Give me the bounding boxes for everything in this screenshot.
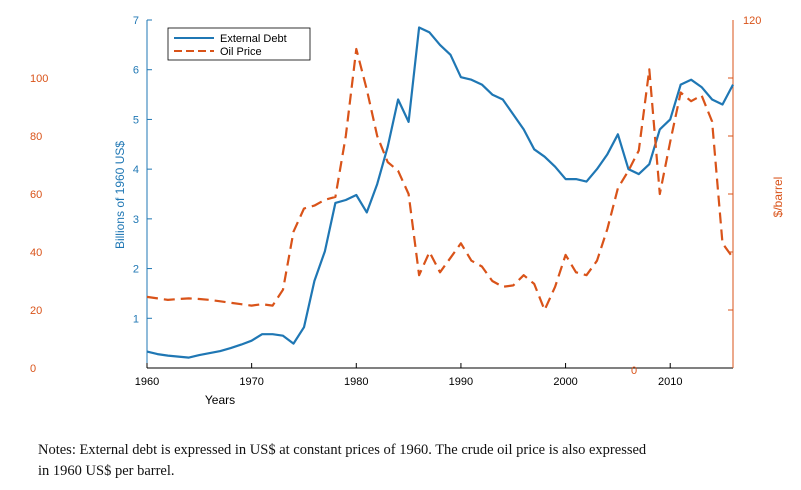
plot-frame <box>146 20 734 369</box>
legend-label: External Debt <box>220 33 287 45</box>
y-right-axis-title: $/barrel <box>771 177 785 218</box>
legend-box <box>167 27 311 61</box>
y-left-tick-label: 5 <box>133 114 139 126</box>
y-left-tick-label: 4 <box>133 164 139 176</box>
y-left-tick-label: 6 <box>133 65 139 77</box>
y-oil-outer-tick-label: 60 <box>30 189 42 201</box>
legend-label: Oil Price <box>220 46 262 58</box>
y-left-tick-label: 2 <box>133 264 139 276</box>
y-right-tick-label: 120 <box>743 15 761 27</box>
x-axis-title: Years <box>205 393 235 407</box>
y-left-tick-label: 1 <box>133 313 139 325</box>
x-tick-label: 2000 <box>553 376 577 388</box>
y-right-tick-label: 0 <box>631 365 637 377</box>
x-tick-label: 2010 <box>658 376 682 388</box>
series-line-external-debt <box>146 26 734 359</box>
notes: Notes: External debt is expressed in US$… <box>38 440 798 482</box>
series-line-oil-price <box>146 47 734 312</box>
axis-layer: 1960 1970 1980 1990 2000 2010 1 2 3 4 5 6 7 0 120 0 20 40… <box>30 15 761 388</box>
chart: 1960 1970 1980 1990 2000 2010 1 2 3 4 5 6 7 0 120 0 20 40… <box>30 15 785 407</box>
y-oil-outer-tick-label: 80 <box>30 131 42 143</box>
series-layer <box>146 26 734 359</box>
notes-line-1: Notes: External debt is expressed in US$… <box>38 442 647 458</box>
x-tick-label: 1980 <box>344 376 368 388</box>
y-left-axis-title: Billions of 1960 US$ <box>113 141 127 249</box>
notes-line-2: in 1960 US$ per barrel. <box>38 463 175 479</box>
y-left-tick-label: 7 <box>133 15 139 27</box>
x-tick-label: 1990 <box>449 376 473 388</box>
x-tick-label: 1970 <box>239 376 263 388</box>
y-oil-outer-tick-label: 0 <box>30 363 36 375</box>
y-oil-outer-tick-label: 20 <box>30 305 42 317</box>
y-left-tick-label: 3 <box>133 214 139 226</box>
y-oil-outer-tick-label: 40 <box>30 247 42 259</box>
x-tick-label: 1960 <box>135 376 159 388</box>
y-oil-outer-tick-label: 100 <box>30 73 48 85</box>
